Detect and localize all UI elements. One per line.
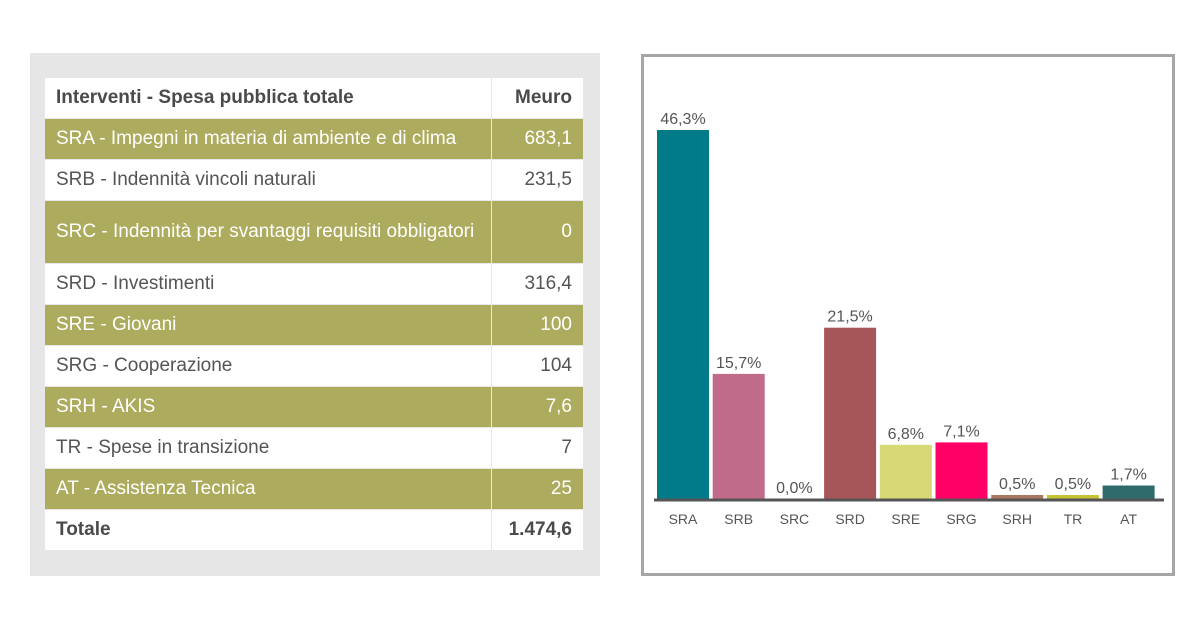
chart-panel: 46,3% SRA 15,7% SRB 0,0% SRC 21,5% SRD 6,8% SRE 7,… xyxy=(641,54,1175,576)
bar-srb xyxy=(712,373,765,499)
table-panel: Interventi - Spesa pubblica totale Meuro… xyxy=(30,53,600,576)
x-tick-label: AT xyxy=(1120,511,1137,527)
bar-value-label: 15,7% xyxy=(716,355,761,372)
bar-value-label: 0,5% xyxy=(1055,476,1091,493)
row-value: 7,6 xyxy=(491,386,584,428)
row-value: 7 xyxy=(491,427,584,469)
table-row: SRD - Investimenti 316,4 xyxy=(44,263,584,305)
table-row: SRG - Cooperazione 104 xyxy=(44,345,584,387)
x-tick-label: SRE xyxy=(891,511,920,527)
row-value: 231,5 xyxy=(491,159,584,201)
table-header-value: Meuro xyxy=(491,77,584,119)
bar-value-label: 0,0% xyxy=(776,480,812,497)
row-label: SRD - Investimenti xyxy=(44,263,492,305)
table-row: TR - Spese in transizione 7 xyxy=(44,427,584,469)
row-label: SRH - AKIS xyxy=(44,386,492,428)
x-tick-label: SRA xyxy=(669,511,698,527)
row-label: SRC - Indennità per svantaggi requisiti … xyxy=(44,200,492,264)
table-total-row: Totale 1.474,6 xyxy=(44,509,584,551)
row-value: 100 xyxy=(491,304,584,346)
row-label: TR - Spese in transizione xyxy=(44,427,492,469)
bar-srd xyxy=(824,327,877,499)
row-label: SRA - Impegni in materia di ambiente e d… xyxy=(44,118,492,160)
total-label: Totale xyxy=(44,509,492,551)
bar-value-label: 6,8% xyxy=(888,426,924,443)
table-row: SRE - Giovani 100 xyxy=(44,304,584,346)
table-row: SRA - Impegni in materia di ambiente e d… xyxy=(44,118,584,160)
bar-at xyxy=(1102,485,1155,499)
row-label: SRG - Cooperazione xyxy=(44,345,492,387)
bar-sra xyxy=(657,130,709,499)
x-tick-label: SRD xyxy=(835,511,865,527)
x-tick-label: TR xyxy=(1064,511,1083,527)
table-row: SRH - AKIS 7,6 xyxy=(44,386,584,428)
bar-value-label: 1,7% xyxy=(1110,467,1146,484)
row-value: 0 xyxy=(491,200,584,264)
bar-sre xyxy=(879,444,932,499)
table-header-label: Interventi - Spesa pubblica totale xyxy=(44,77,492,119)
table-header-row: Interventi - Spesa pubblica totale Meuro xyxy=(44,77,584,119)
spending-table: Interventi - Spesa pubblica totale Meuro… xyxy=(44,77,584,551)
x-tick-label: SRH xyxy=(1002,511,1032,527)
bar-chart: 46,3% SRA 15,7% SRB 0,0% SRC 21,5% SRD 6,8% SRE 7,… xyxy=(654,111,1164,527)
bar-value-label: 46,3% xyxy=(660,111,705,128)
table-row: SRB - Indennità vincoli naturali 231,5 xyxy=(44,159,584,201)
bar-srh xyxy=(991,495,1044,499)
row-label: SRB - Indennità vincoli naturali xyxy=(44,159,492,201)
bar-srg xyxy=(935,442,988,499)
row-label: AT - Assistenza Tecnica xyxy=(44,468,492,510)
bar-tr xyxy=(1046,495,1099,499)
x-tick-label: SRG xyxy=(946,511,976,527)
row-value: 316,4 xyxy=(491,263,584,305)
bar-value-label: 21,5% xyxy=(827,309,872,326)
row-value: 683,1 xyxy=(491,118,584,160)
total-value: 1.474,6 xyxy=(491,509,584,551)
row-label: SRE - Giovani xyxy=(44,304,492,346)
row-value: 25 xyxy=(491,468,584,510)
x-tick-label: SRC xyxy=(780,511,810,527)
bar-value-label: 7,1% xyxy=(943,423,979,440)
table-row: AT - Assistenza Tecnica 25 xyxy=(44,468,584,510)
row-value: 104 xyxy=(491,345,584,387)
table-row: SRC - Indennità per svantaggi requisiti … xyxy=(44,200,584,264)
x-tick-label: SRB xyxy=(724,511,753,527)
bar-value-label: 0,5% xyxy=(999,476,1035,493)
